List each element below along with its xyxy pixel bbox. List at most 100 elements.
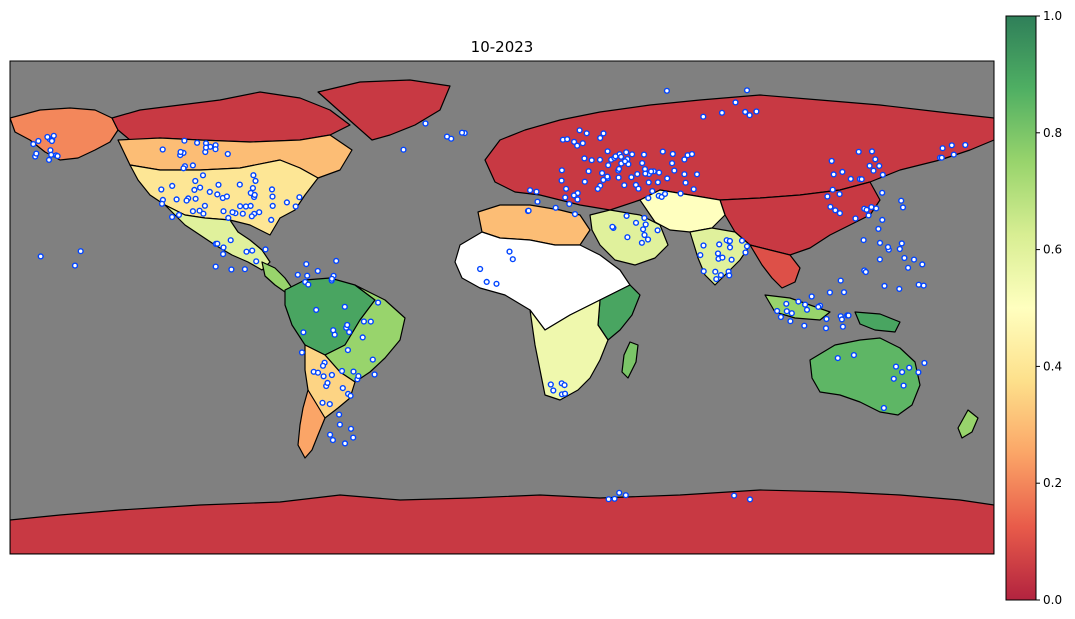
station-marker bbox=[597, 134, 604, 142]
station-marker bbox=[236, 181, 243, 188]
station-marker bbox=[158, 186, 165, 193]
station-marker bbox=[863, 206, 870, 213]
station-marker bbox=[617, 153, 625, 160]
station-marker bbox=[719, 254, 726, 261]
station-marker bbox=[347, 392, 354, 399]
station-marker bbox=[655, 169, 663, 176]
station-marker bbox=[313, 306, 320, 314]
station-marker bbox=[850, 352, 858, 359]
station-marker bbox=[828, 157, 835, 165]
station-marker bbox=[298, 349, 306, 356]
colorbar-tick-label: 1.0 bbox=[1043, 9, 1062, 23]
station-marker bbox=[292, 203, 299, 210]
station-marker bbox=[697, 252, 704, 259]
station-marker bbox=[677, 190, 684, 197]
station-marker bbox=[642, 221, 649, 228]
station-marker bbox=[367, 318, 374, 325]
station-marker bbox=[574, 196, 581, 203]
station-marker bbox=[632, 219, 640, 226]
station-marker bbox=[189, 162, 197, 169]
station-marker bbox=[283, 199, 291, 206]
station-marker bbox=[181, 137, 188, 144]
station-marker bbox=[915, 281, 922, 288]
station-marker bbox=[338, 367, 346, 375]
station-marker bbox=[898, 197, 905, 204]
station-marker bbox=[604, 148, 611, 155]
station-marker bbox=[845, 312, 852, 319]
station-marker bbox=[717, 272, 725, 279]
station-marker bbox=[253, 258, 260, 265]
station-marker bbox=[639, 160, 646, 167]
station-marker bbox=[881, 282, 888, 290]
region-greenland bbox=[317, 79, 451, 141]
station-marker bbox=[562, 185, 570, 192]
station-marker bbox=[248, 213, 255, 220]
station-marker bbox=[561, 390, 569, 397]
station-marker bbox=[319, 399, 326, 406]
station-marker bbox=[795, 298, 802, 305]
station-marker bbox=[598, 170, 606, 177]
station-marker bbox=[645, 179, 652, 186]
station-marker bbox=[623, 212, 630, 220]
station-marker bbox=[681, 156, 688, 163]
station-marker bbox=[808, 293, 815, 300]
station-marker bbox=[604, 173, 611, 180]
region-mexico bbox=[164, 204, 271, 271]
station-marker bbox=[832, 207, 839, 214]
station-marker bbox=[663, 87, 671, 94]
station-marker bbox=[605, 162, 612, 169]
station-marker bbox=[783, 300, 790, 307]
station-marker bbox=[355, 373, 362, 380]
station-marker bbox=[177, 148, 184, 156]
station-marker bbox=[743, 243, 751, 250]
station-marker bbox=[919, 261, 926, 268]
station-marker bbox=[249, 247, 256, 254]
station-marker bbox=[249, 185, 257, 192]
station-marker bbox=[938, 154, 945, 161]
station-marker bbox=[262, 246, 269, 253]
station-marker bbox=[904, 264, 912, 271]
station-marker bbox=[880, 404, 888, 412]
station-marker bbox=[525, 207, 532, 214]
region-new-zealand bbox=[957, 409, 979, 439]
station-marker bbox=[243, 248, 250, 255]
station-marker bbox=[229, 209, 236, 216]
station-marker bbox=[638, 239, 646, 246]
station-marker bbox=[251, 191, 258, 199]
station-marker bbox=[879, 171, 886, 178]
station-marker bbox=[834, 355, 841, 362]
station-marker bbox=[873, 205, 880, 212]
station-marker bbox=[718, 109, 726, 116]
station-marker bbox=[876, 239, 884, 247]
station-marker bbox=[732, 99, 739, 106]
station-marker bbox=[641, 231, 648, 239]
station-marker bbox=[422, 120, 429, 127]
station-marker bbox=[327, 431, 334, 438]
station-marker bbox=[836, 210, 844, 217]
station-marker bbox=[493, 280, 500, 287]
station-marker bbox=[623, 149, 630, 156]
colorbar bbox=[1005, 15, 1037, 601]
station-marker bbox=[898, 240, 905, 247]
station-marker bbox=[628, 174, 635, 181]
station-marker bbox=[921, 359, 928, 367]
station-marker bbox=[294, 271, 301, 278]
station-marker bbox=[624, 234, 631, 241]
station-marker bbox=[700, 242, 707, 249]
station-marker bbox=[228, 266, 235, 273]
station-marker bbox=[268, 216, 275, 224]
station-marker bbox=[641, 214, 648, 222]
station-marker bbox=[241, 266, 249, 273]
station-marker bbox=[341, 440, 349, 447]
station-marker bbox=[788, 310, 795, 317]
station-marker bbox=[328, 275, 336, 282]
station-marker bbox=[564, 136, 571, 143]
station-marker bbox=[829, 186, 836, 193]
station-marker bbox=[600, 130, 607, 137]
station-marker bbox=[77, 248, 84, 255]
station-marker bbox=[169, 213, 176, 221]
station-marker bbox=[830, 171, 837, 178]
station-marker bbox=[645, 195, 652, 202]
station-marker bbox=[847, 175, 854, 183]
station-marker bbox=[458, 129, 466, 136]
